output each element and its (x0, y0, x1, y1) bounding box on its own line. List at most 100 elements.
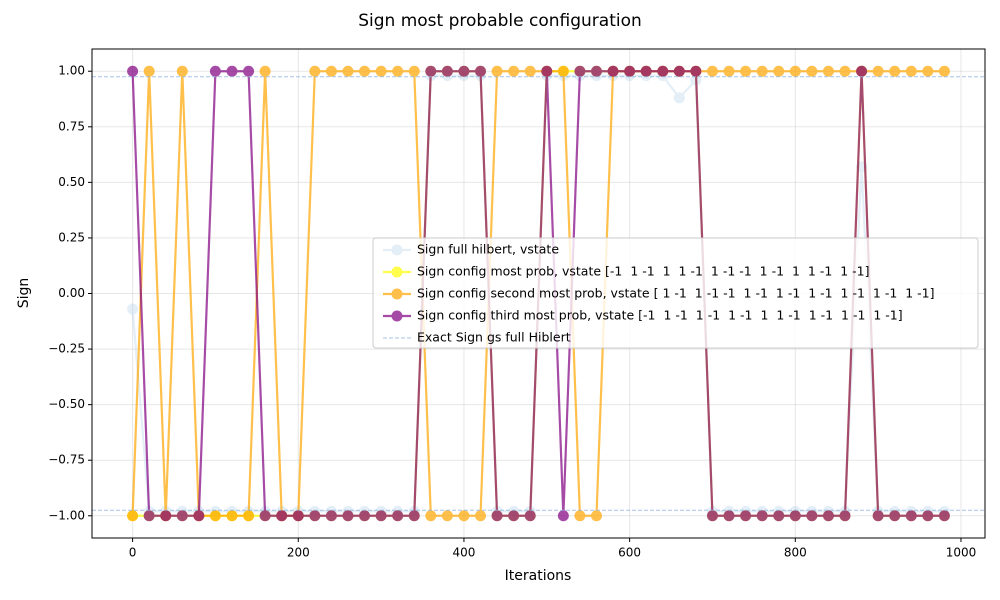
marker (342, 65, 354, 77)
marker (789, 65, 801, 77)
marker (425, 510, 437, 522)
y-tick-label: −0.75 (48, 453, 85, 467)
marker (839, 65, 851, 77)
marker (441, 510, 453, 522)
marker (789, 510, 801, 522)
marker (259, 65, 271, 77)
marker (524, 510, 536, 522)
y-tick-label: 0.00 (58, 286, 85, 300)
marker (889, 510, 901, 522)
marker (856, 65, 868, 77)
marker (491, 65, 503, 77)
marker (740, 510, 752, 522)
marker (143, 65, 155, 77)
y-tick-label: −1.00 (48, 508, 85, 522)
legend-box (372, 237, 979, 349)
marker (458, 510, 470, 522)
marker (491, 510, 503, 522)
marker (292, 510, 304, 522)
marker (508, 510, 520, 522)
legend-label: Sign config second most prob, vstate [ 1… (417, 286, 935, 301)
legend-swatch (383, 310, 411, 322)
marker (226, 65, 238, 77)
marker (541, 65, 553, 77)
series (92, 76, 985, 511)
marker (624, 65, 636, 77)
y-axis-label: Sign (16, 278, 32, 309)
marker (127, 65, 139, 77)
marker (872, 510, 884, 522)
marker (209, 510, 221, 522)
marker (359, 65, 371, 77)
y-tick-label: 1.00 (58, 64, 85, 78)
marker (557, 510, 569, 522)
legend-marker (391, 310, 403, 322)
marker (425, 65, 437, 77)
marker (756, 510, 768, 522)
marker (276, 510, 288, 522)
marker (392, 510, 404, 522)
marker (872, 65, 884, 77)
marker (557, 65, 569, 77)
marker (822, 510, 834, 522)
legend-marker (391, 266, 403, 278)
marker (574, 65, 586, 77)
marker (309, 510, 321, 522)
legend-swatch (383, 288, 411, 300)
marker (375, 65, 387, 77)
marker (640, 65, 652, 77)
marker (922, 65, 934, 77)
marker (740, 65, 752, 77)
marker (706, 65, 718, 77)
x-tick-label: 0 (129, 546, 137, 560)
legend-swatch (383, 244, 411, 256)
marker (806, 65, 818, 77)
marker (475, 510, 487, 522)
marker (243, 510, 255, 522)
marker (325, 65, 337, 77)
marker (524, 65, 536, 77)
marker (193, 510, 205, 522)
marker (458, 65, 470, 77)
legend-marker (391, 244, 403, 256)
marker (392, 65, 404, 77)
marker (160, 510, 172, 522)
marker (706, 510, 718, 522)
chart-title: Sign most probable configuration (358, 11, 642, 31)
marker (209, 65, 221, 77)
y-tick-label: −0.25 (48, 342, 85, 356)
marker (325, 510, 337, 522)
marker (657, 65, 669, 77)
y-tick-label: 0.50 (58, 175, 85, 189)
marker (359, 510, 371, 522)
legend-label: Exact Sign gs full Hiblert (417, 330, 571, 345)
marker (309, 65, 321, 77)
marker (408, 65, 420, 77)
marker (756, 65, 768, 77)
marker (806, 510, 818, 522)
marker (938, 510, 950, 522)
marker (773, 510, 785, 522)
marker (342, 510, 354, 522)
x-axis-label: Iterations (505, 568, 572, 584)
marker (607, 65, 619, 77)
marker (475, 65, 487, 77)
legend-label: Sign config third most prob, vstate [-1 … (417, 308, 903, 323)
legend-marker (391, 288, 403, 300)
marker (590, 65, 602, 77)
marker (889, 65, 901, 77)
x-tick-label: 200 (287, 546, 310, 560)
marker (574, 510, 586, 522)
marker (690, 65, 702, 77)
marker (673, 65, 685, 77)
marker (508, 65, 520, 77)
marker (441, 65, 453, 77)
y-tick-label: 0.25 (58, 230, 85, 244)
marker (408, 510, 420, 522)
x-tick-label: 1000 (946, 546, 977, 560)
x-tick-label: 600 (618, 546, 641, 560)
y-tick-label: −0.50 (48, 397, 85, 411)
marker (176, 510, 188, 522)
x-tick-label: 400 (452, 546, 475, 560)
